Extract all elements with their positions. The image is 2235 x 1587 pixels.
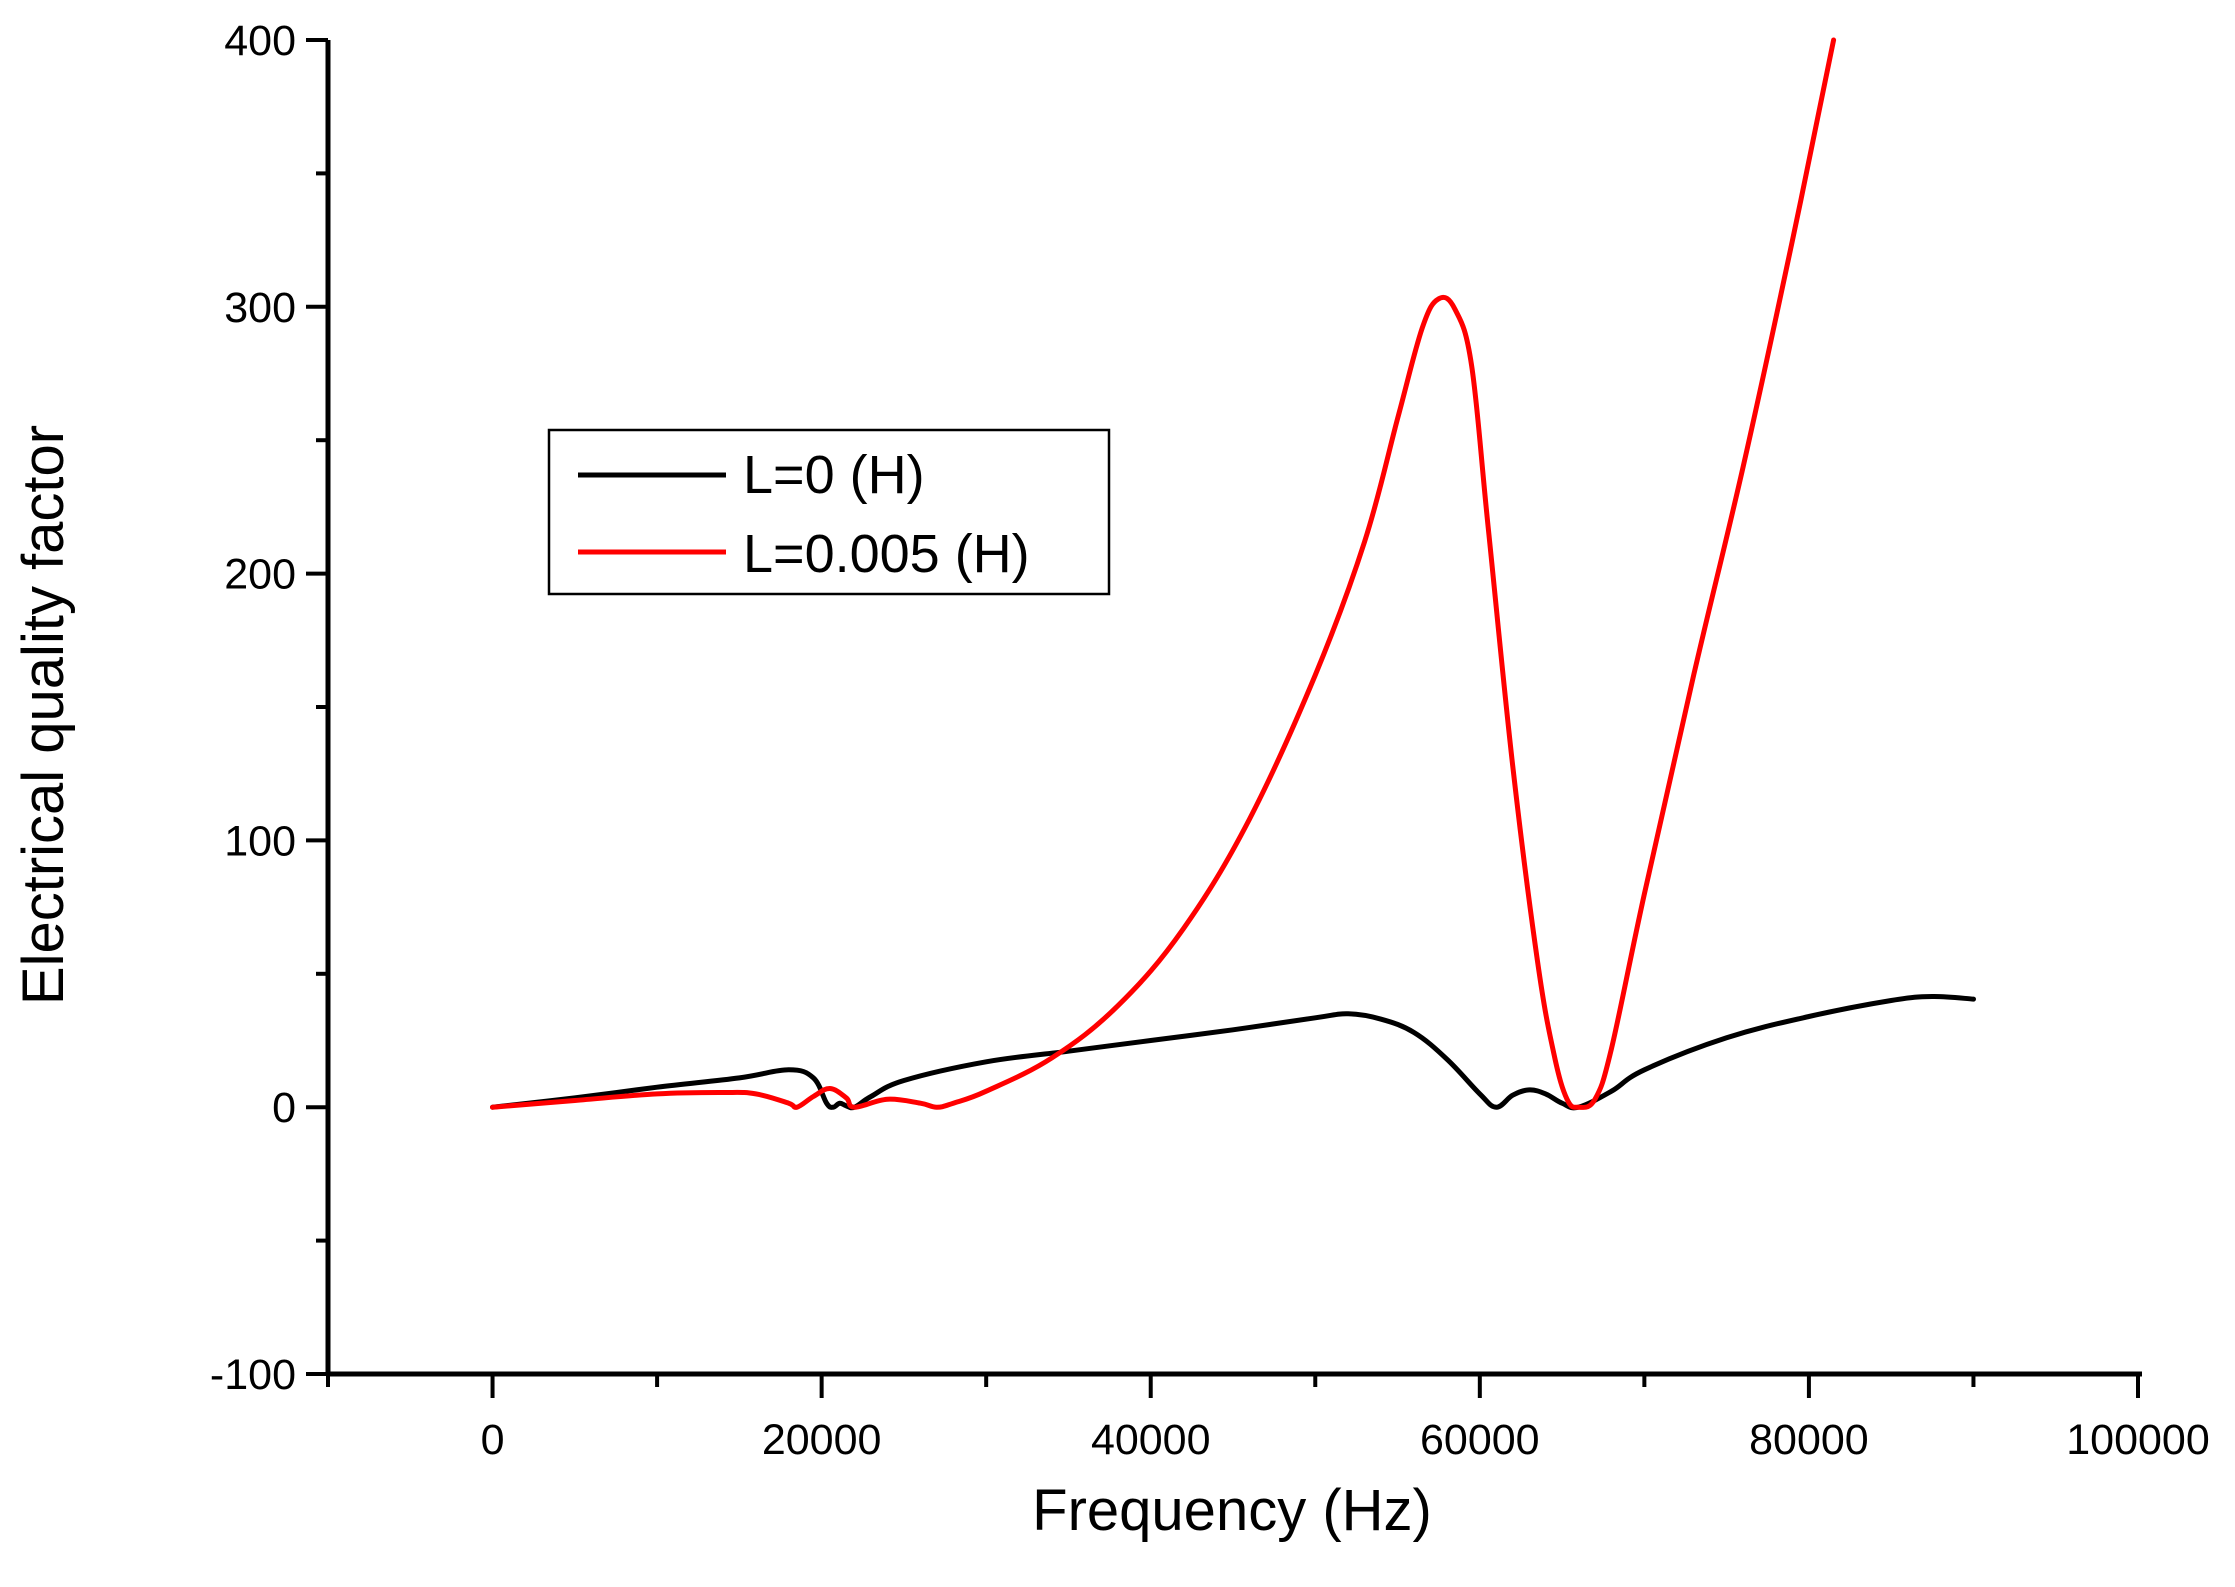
x-ticks: 0 20000 40000 60000 80000 100000 — [326, 1374, 2210, 1464]
series-line-l0005 — [490, 37, 1837, 1110]
x-tick-label: 40000 — [1091, 1416, 1211, 1464]
legend-box — [547, 428, 1111, 596]
x-axis-title: Frequency (Hz) — [1032, 1478, 1432, 1543]
legend-label-l0: L=0 (H) — [743, 445, 925, 505]
y-tick-label: 300 — [224, 284, 296, 332]
x-tick-label: 20000 — [762, 1416, 882, 1464]
plot-area: 0 20000 40000 60000 80000 100000 -100 0 100 200 3… — [210, 17, 2210, 1464]
y-tick-label: -100 — [210, 1351, 296, 1399]
x-tick-label: 100000 — [2066, 1416, 2210, 1464]
y-ticks: -100 0 100 200 300 400 — [210, 17, 328, 1399]
x-tick-label: 60000 — [1420, 1416, 1540, 1464]
x-tick-label: 0 — [481, 1416, 505, 1464]
x-tick-label: 80000 — [1749, 1416, 1869, 1464]
y-tick-label: 400 — [224, 17, 296, 65]
series-layer — [490, 37, 1976, 1111]
series-line-l0 — [490, 993, 1976, 1111]
legend-label-l0005: L=0.005 (H) — [743, 524, 1030, 584]
y-tick-label: 0 — [272, 1084, 296, 1132]
legend: L=0 (H) L=0.005 (H) — [547, 428, 1111, 596]
y-tick-label: 100 — [224, 817, 296, 865]
y-tick-label: 200 — [224, 551, 296, 599]
y-axis-title: Electrical quality factor — [11, 425, 76, 1005]
